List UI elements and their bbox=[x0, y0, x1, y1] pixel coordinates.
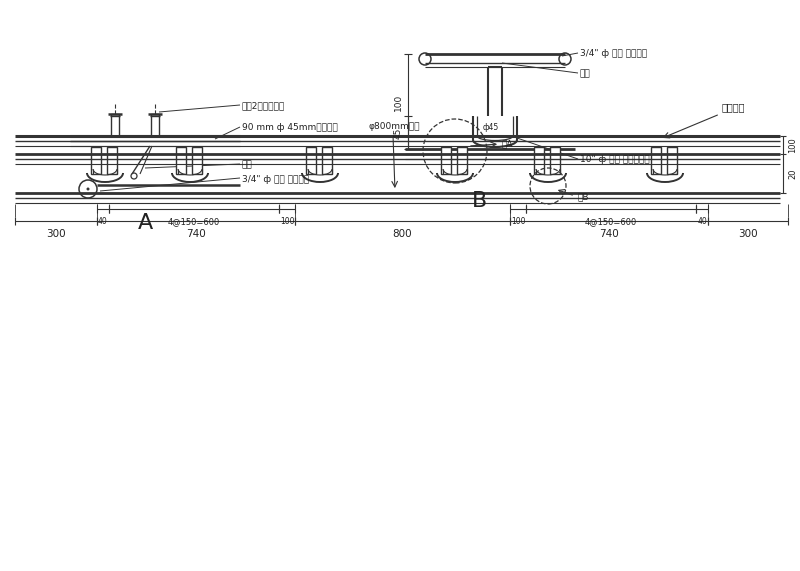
Text: 10" ф 安心 不銹鋼圓条: 10" ф 安心 不銹鋼圓条 bbox=[580, 155, 650, 164]
Text: 三支2分膨脹螺栓: 三支2分膨脹螺栓 bbox=[242, 102, 286, 111]
Text: 45: 45 bbox=[394, 127, 402, 139]
Text: 3/4" ф 安心 不銹鋼管: 3/4" ф 安心 不銹鋼管 bbox=[580, 50, 647, 58]
Text: 詳A: 詳A bbox=[502, 139, 514, 148]
Text: 20: 20 bbox=[788, 168, 797, 179]
Text: 800: 800 bbox=[393, 229, 412, 239]
Bar bbox=[306, 147, 316, 174]
Text: 銲焊: 銲焊 bbox=[242, 160, 253, 170]
Bar bbox=[322, 147, 332, 174]
Text: 3/4" ф 安心 不銹鋼管: 3/4" ф 安心 不銹鋼管 bbox=[242, 175, 309, 183]
Bar bbox=[534, 147, 544, 174]
Bar bbox=[176, 147, 186, 174]
Text: 4@150=600: 4@150=600 bbox=[585, 217, 637, 226]
Text: 90 mm ф 45mm不銹鋼板: 90 mm ф 45mm不銹鋼板 bbox=[242, 123, 338, 132]
Text: 詳B: 詳B bbox=[577, 192, 589, 202]
Text: 740: 740 bbox=[599, 229, 619, 239]
Text: 4@150=600: 4@150=600 bbox=[168, 217, 220, 226]
Text: φ800mm一處: φ800mm一處 bbox=[368, 122, 420, 131]
Text: A: A bbox=[138, 213, 153, 233]
Bar bbox=[457, 147, 467, 174]
Text: 40: 40 bbox=[697, 217, 707, 226]
Text: 740: 740 bbox=[186, 229, 206, 239]
Text: 300: 300 bbox=[738, 229, 758, 239]
Bar bbox=[550, 147, 560, 174]
Bar bbox=[651, 147, 661, 174]
Text: 100: 100 bbox=[510, 217, 526, 226]
Bar bbox=[441, 147, 451, 174]
Text: 300: 300 bbox=[46, 229, 66, 239]
Text: 100: 100 bbox=[394, 94, 402, 111]
Text: 既結構件: 既結構件 bbox=[722, 102, 746, 112]
Bar bbox=[151, 114, 159, 136]
Bar bbox=[91, 147, 101, 174]
Bar bbox=[192, 147, 202, 174]
Text: 100: 100 bbox=[788, 137, 797, 153]
Text: B: B bbox=[472, 191, 488, 211]
Bar bbox=[111, 114, 119, 136]
Text: 100: 100 bbox=[280, 217, 294, 226]
Circle shape bbox=[86, 187, 90, 191]
Bar bbox=[107, 147, 117, 174]
Text: 40: 40 bbox=[98, 217, 108, 226]
Text: 銲焊: 銲焊 bbox=[580, 70, 590, 78]
Text: ф45: ф45 bbox=[483, 123, 499, 132]
Bar bbox=[667, 147, 677, 174]
